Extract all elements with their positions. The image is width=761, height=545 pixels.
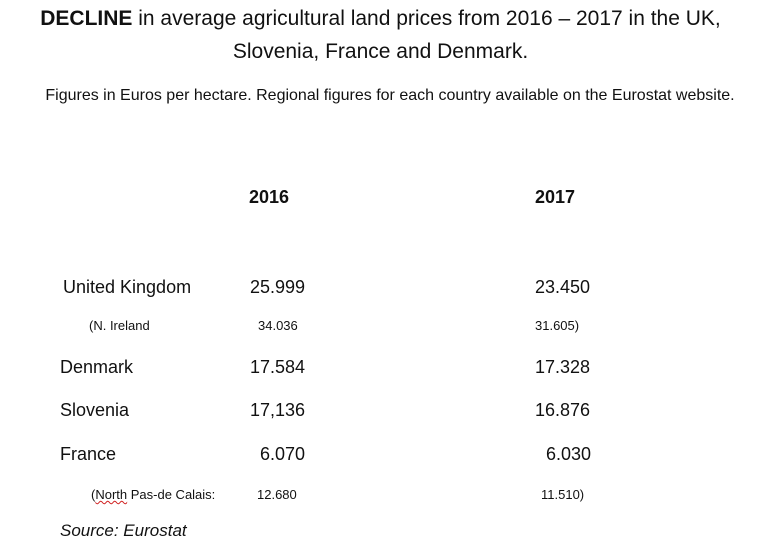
value-north-pas-de-calais-2017: 11.510) xyxy=(541,487,585,502)
title-emphasis: DECLINE xyxy=(40,7,133,30)
row-label-north-pas-de-calais: (North Pas-de Calais: xyxy=(91,487,215,502)
value-france-2016: 6.070 xyxy=(260,444,306,464)
value-slovenia-2017: 16.876 xyxy=(535,400,591,420)
page-title: DECLINE in average agricultural land pri… xyxy=(0,2,761,68)
column-header-2016: 2016 xyxy=(249,187,290,207)
title-text: in average agricultural land prices from… xyxy=(132,7,721,63)
row-label-prefix: ( xyxy=(91,487,96,502)
column-header-2017: 2017 xyxy=(535,187,576,207)
value-denmark-2016: 17.584 xyxy=(250,357,306,377)
value-slovenia-2016: 17,136 xyxy=(250,400,306,420)
row-label-n-ireland: (N. Ireland xyxy=(89,318,150,333)
row-label-underlined-word: North xyxy=(95,487,128,502)
value-united-kingdom-2017: 23.450 xyxy=(535,277,591,297)
row-label-suffix: Pas-de Calais: xyxy=(127,487,216,502)
value-france-2017: 6.030 xyxy=(546,444,592,464)
value-n-ireland-2017: 31.605) xyxy=(535,318,580,333)
row-label-united-kingdom: United Kingdom xyxy=(63,277,192,297)
row-label-denmark: Denmark xyxy=(60,357,134,377)
source-note: Source: Eurostat xyxy=(60,521,187,540)
row-label-slovenia: Slovenia xyxy=(60,400,130,420)
value-denmark-2017: 17.328 xyxy=(535,357,591,377)
page-subtitle: Figures in Euros per hectare. Regional f… xyxy=(45,87,735,104)
value-united-kingdom-2016: 25.999 xyxy=(250,277,306,297)
value-north-pas-de-calais-2016: 12.680 xyxy=(257,487,297,502)
row-label-france: France xyxy=(60,444,117,464)
value-n-ireland-2016: 34.036 xyxy=(258,318,298,333)
